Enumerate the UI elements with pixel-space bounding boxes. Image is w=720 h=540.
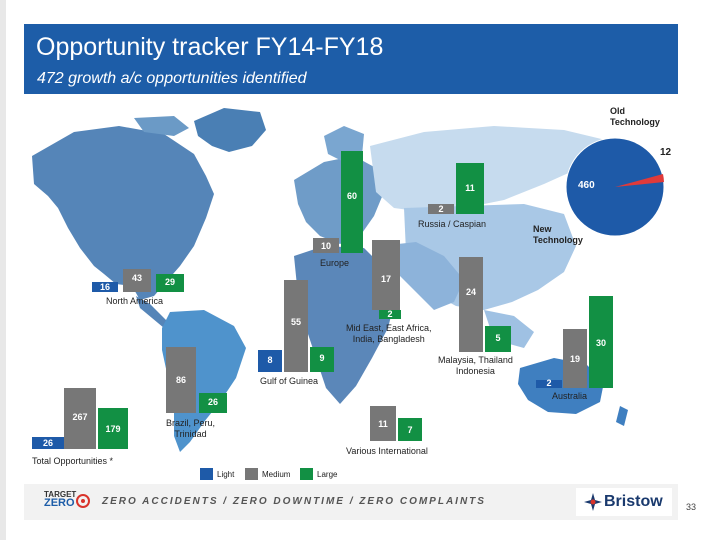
pie-old-label: Old Technology bbox=[610, 106, 660, 127]
bar-various-medium: 11 bbox=[370, 406, 396, 441]
legend-medium-label: Medium bbox=[262, 470, 291, 479]
label-mideast: Mid East, East Africa, India, Bangladesh bbox=[346, 323, 432, 344]
bar-russia-large: 11 bbox=[456, 163, 484, 214]
target-icon bbox=[76, 494, 90, 508]
header-banner: Opportunity tracker FY14-FY18 472 growth… bbox=[24, 24, 678, 94]
bar-australia-large: 30 bbox=[589, 296, 613, 388]
bar-europe-large: 60 bbox=[341, 151, 363, 253]
bar-mideast-large: 2 bbox=[379, 309, 401, 319]
south-america-shape bbox=[162, 310, 246, 452]
bar-mideast-medium: 17 bbox=[372, 240, 400, 310]
label-brazil: Brazil, Peru, Trinidad bbox=[166, 418, 216, 439]
world-map bbox=[32, 108, 628, 452]
pie-old-value: 12 bbox=[660, 147, 672, 158]
bar-north-america-large: 29 bbox=[156, 274, 184, 292]
technology-pie-chart bbox=[565, 137, 665, 237]
label-north-america: North America bbox=[106, 296, 164, 306]
label-gulf: Gulf of Guinea bbox=[260, 376, 319, 386]
bar-gulf-light: 8 bbox=[258, 350, 282, 372]
middle-east-shape bbox=[380, 242, 464, 310]
label-australia: Australia bbox=[552, 391, 588, 401]
page-number: 33 bbox=[686, 502, 697, 512]
bar-north-america-light: 16 bbox=[92, 282, 118, 292]
bar-total-light: 26 bbox=[32, 437, 64, 449]
bar-australia-medium: 19 bbox=[563, 329, 587, 388]
label-various: Various International bbox=[346, 446, 428, 456]
legend-medium-swatch bbox=[245, 468, 258, 480]
footer-slogan: ZERO ACCIDENTS / ZERO DOWNTIME / ZERO CO… bbox=[102, 496, 486, 507]
bristow-logo: Bristow bbox=[576, 488, 672, 516]
left-strip bbox=[0, 0, 6, 540]
bar-gulf-medium: 55 bbox=[284, 280, 308, 372]
bar-north-america-medium: 43 bbox=[123, 269, 151, 292]
label-total: Total Opportunities * bbox=[32, 456, 114, 466]
bar-brazil-large: 26 bbox=[199, 393, 227, 413]
target-zero-logo: TARGET ZERO bbox=[44, 490, 77, 509]
legend-large-label: Large bbox=[317, 470, 338, 479]
greenland-shape bbox=[194, 108, 266, 152]
bar-australia-light: 2 bbox=[536, 378, 562, 388]
bar-gulf-large: 9 bbox=[310, 347, 334, 372]
canada-islands-shape bbox=[134, 116, 189, 136]
footer-bar: TARGET ZERO ZERO ACCIDENTS / ZERO DOWNTIM… bbox=[24, 484, 678, 520]
bar-russia-medium: 2 bbox=[428, 204, 454, 214]
pie-old-technology bbox=[615, 174, 664, 187]
bar-various-large: 7 bbox=[398, 418, 422, 441]
bar-malaysia-large: 5 bbox=[485, 326, 511, 352]
bar-malaysia-medium: 24 bbox=[459, 257, 483, 352]
new-zealand-shape bbox=[616, 406, 628, 426]
europe-shape bbox=[294, 156, 384, 244]
bar-brazil-medium: 86 bbox=[166, 347, 196, 413]
bar-total-medium: 267 bbox=[64, 388, 96, 449]
central-america-shape bbox=[136, 296, 170, 328]
legend-light-label: Light bbox=[217, 470, 235, 479]
label-russia: Russia / Caspian bbox=[418, 219, 487, 229]
label-europe: Europe bbox=[320, 258, 350, 268]
slide-title: Opportunity tracker FY14-FY18 bbox=[36, 33, 384, 61]
label-malaysia: Malaysia, Thailand Indonesia bbox=[438, 355, 513, 376]
bristow-wordmark: Bristow bbox=[604, 493, 663, 510]
bar-europe-medium: 10 bbox=[313, 238, 339, 253]
russia-shape bbox=[370, 126, 614, 212]
north-america-shape bbox=[32, 126, 214, 300]
pie-new-label: New Technology bbox=[533, 224, 583, 245]
bar-total-large: 179 bbox=[98, 408, 128, 449]
legend-light-swatch bbox=[200, 468, 213, 480]
bristow-mark-icon bbox=[584, 493, 602, 511]
slide-subtitle: 472 growth a/c opportunities identified bbox=[37, 70, 307, 87]
pie-new-value: 460 bbox=[578, 180, 595, 191]
legend-large-swatch bbox=[300, 468, 313, 480]
